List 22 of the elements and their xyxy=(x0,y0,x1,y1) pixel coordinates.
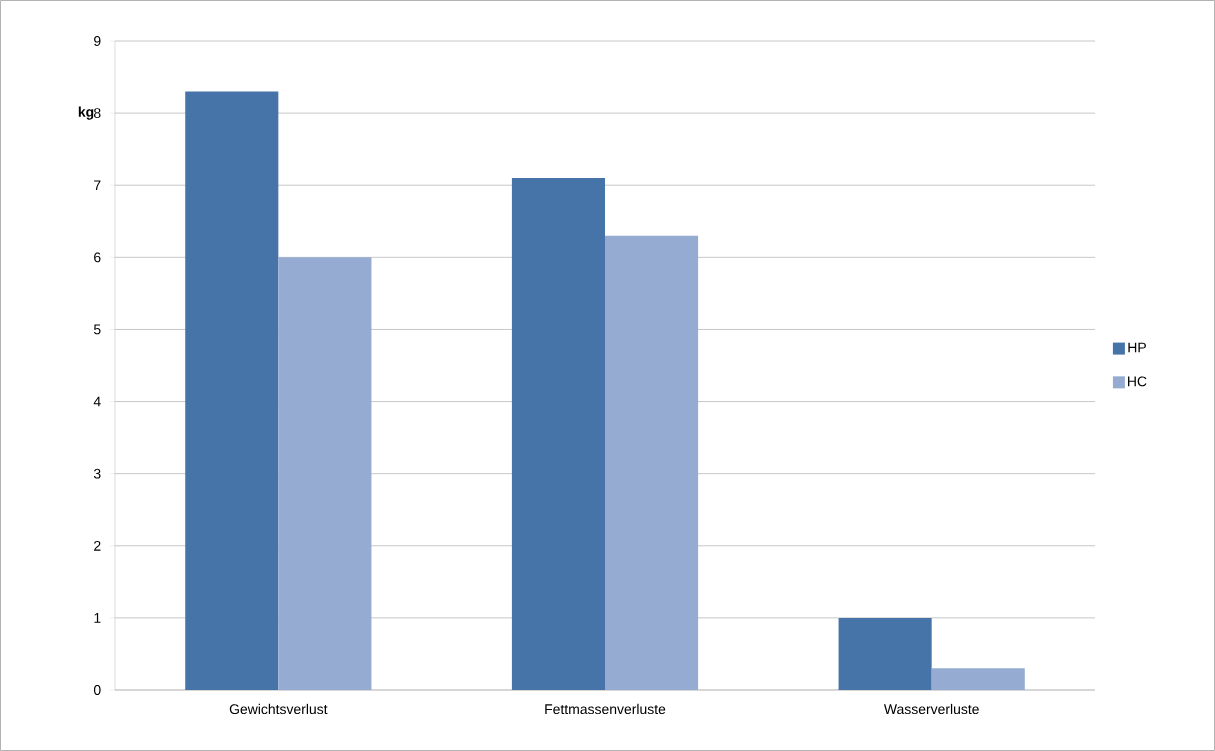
legend-label: HP xyxy=(1128,342,1146,353)
y-tick-label: 7 xyxy=(94,180,101,191)
y-tick-label: 4 xyxy=(93,396,101,407)
y-tick-label: 6 xyxy=(94,252,101,263)
y-tick-label: 3 xyxy=(93,468,101,479)
bar xyxy=(931,668,1025,690)
x-tick-label: Gewichtsverlust xyxy=(229,703,328,715)
y-tick-label: 5 xyxy=(93,324,101,335)
bar xyxy=(605,235,699,690)
y-axis-title: kg xyxy=(78,106,94,120)
bar xyxy=(838,617,932,690)
bar xyxy=(278,257,372,690)
y-tick-label: 8 xyxy=(94,108,101,119)
x-tick-label: Fettmassenverluste xyxy=(545,703,666,715)
y-tick-label: 9 xyxy=(94,36,101,46)
y-tick-label: 2 xyxy=(94,540,101,551)
bar xyxy=(185,91,279,690)
y-tick-label: 1 xyxy=(94,613,101,623)
bar xyxy=(511,178,606,690)
x-tick-label: Wasserverluste xyxy=(883,703,979,715)
y-tick-label: 0 xyxy=(93,685,101,695)
legend-label: HC xyxy=(1128,376,1147,387)
